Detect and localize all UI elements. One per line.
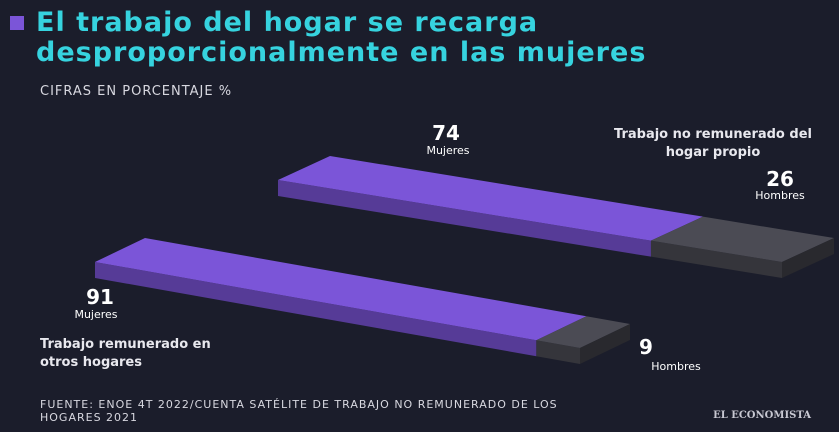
bar-front-face [650,240,782,278]
value-label: 9 [639,335,653,359]
bar-top-face [536,316,630,348]
category-label: Trabajo remunerado en otros hogares [40,337,211,370]
chart-title: El trabajo del hogar se recarga despropo… [36,7,647,68]
bar-end-face [580,324,630,364]
value-label: 26 [766,167,794,191]
series-label: Hombres [755,189,805,202]
brand: EL ECONOMISTA [713,410,811,421]
bar-segment [278,156,703,257]
series-label: Hombres [651,360,701,373]
source: FUENTE: ENOE 4T 2022/CUENTA SATÉLITE DE … [40,398,558,424]
bar-segment [95,238,587,357]
subtitle: CIFRAS EN PORCENTAJE % [40,84,233,99]
bar-front-face [536,340,580,364]
bar-top-face [650,216,834,262]
value-label: 74 [432,121,460,145]
bar-front-face [95,262,537,357]
bar-end-face [782,238,834,278]
series-label: Mujeres [74,308,117,321]
value-label: 91 [86,285,114,309]
category-label: Trabajo no remunerado del hogar propio [614,127,812,160]
bar-top-face [95,238,587,341]
bar-segment [650,216,834,278]
series-label: Mujeres [426,144,469,157]
bar-top-face [278,156,703,241]
bar-segment [536,316,630,364]
title-marker [10,16,24,30]
bar-front-face [278,180,651,257]
